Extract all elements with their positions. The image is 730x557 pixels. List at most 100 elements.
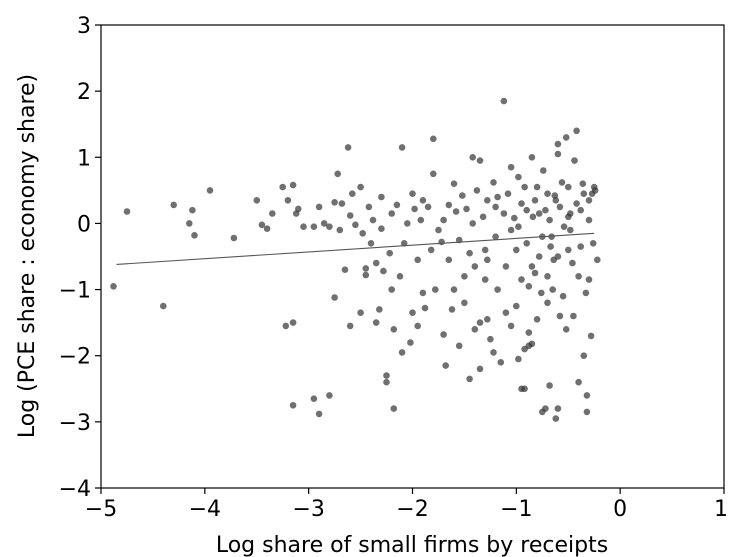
- data-point: [461, 299, 468, 307]
- data-point: [540, 167, 547, 174]
- data-point: [476, 319, 484, 326]
- data-point: [186, 220, 193, 227]
- data-point: [476, 365, 484, 373]
- data-point: [528, 263, 536, 270]
- data-point: [481, 276, 489, 283]
- data-point: [357, 183, 364, 191]
- data-point: [547, 243, 554, 250]
- data-point: [334, 170, 342, 178]
- data-point: [289, 181, 297, 189]
- data-point: [230, 234, 238, 242]
- y-tick-label: −2: [59, 345, 91, 370]
- data-point: [388, 286, 396, 293]
- data-point: [432, 286, 439, 293]
- data-point: [455, 342, 463, 350]
- plot-area: [100, 24, 725, 489]
- fit-line: [116, 232, 595, 265]
- x-tick-label: −5: [85, 497, 117, 522]
- data-point: [497, 359, 505, 366]
- data-point: [577, 206, 584, 214]
- x-axis: −5 −4 −3 −2 −1 0 1: [85, 488, 728, 522]
- data-point: [365, 203, 373, 211]
- data-point: [369, 216, 377, 224]
- y-axis-label: Log (PCE share : economy share): [15, 74, 40, 438]
- data-point: [445, 256, 453, 264]
- data-point: [393, 201, 401, 209]
- data-point: [502, 263, 510, 270]
- data-point: [390, 405, 398, 412]
- data-point: [575, 378, 582, 386]
- data-point: [471, 326, 479, 333]
- data-point: [442, 362, 450, 369]
- data-point: [585, 216, 593, 224]
- data-point: [383, 372, 390, 379]
- data-point: [398, 144, 406, 151]
- data-point: [502, 309, 510, 317]
- data-point: [562, 326, 570, 333]
- data-point: [362, 271, 370, 279]
- data-point: [338, 200, 346, 207]
- data-point: [295, 205, 302, 213]
- data-point: [556, 312, 564, 320]
- data-point: [258, 221, 266, 229]
- data-point: [544, 299, 551, 307]
- data-point: [191, 232, 198, 239]
- data-point: [421, 304, 429, 312]
- data-point: [388, 210, 396, 217]
- data-point: [521, 385, 528, 393]
- data-point: [336, 226, 344, 234]
- data-point: [507, 226, 515, 234]
- data-point: [404, 220, 411, 227]
- data-point: [484, 316, 491, 323]
- data-point: [535, 210, 543, 217]
- data-point: [409, 309, 416, 317]
- data-point: [548, 233, 555, 240]
- data-point: [376, 306, 383, 313]
- data-point: [430, 170, 437, 178]
- data-point: [414, 256, 422, 264]
- data-point: [528, 340, 536, 348]
- data-point: [504, 190, 512, 197]
- data-point: [569, 259, 576, 267]
- data-point: [170, 201, 177, 209]
- data-point: [580, 190, 588, 197]
- data-point: [511, 214, 518, 222]
- data-point: [310, 395, 318, 403]
- data-point: [346, 322, 354, 330]
- data-point: [282, 322, 290, 330]
- data-point: [573, 127, 580, 135]
- x-axis-label: Log share of small firms by receipts: [216, 533, 608, 557]
- data-point: [378, 225, 385, 232]
- x-tick-label: −2: [396, 497, 428, 522]
- data-point: [544, 190, 551, 197]
- data-point: [529, 213, 537, 221]
- points-layer: [110, 97, 601, 422]
- data-point: [414, 322, 422, 330]
- data-point: [565, 213, 572, 221]
- x-tick-label: −3: [292, 497, 324, 522]
- data-point: [523, 206, 530, 214]
- data-point: [289, 319, 297, 326]
- data-point: [300, 223, 307, 230]
- data-point: [484, 256, 491, 264]
- data-point: [435, 226, 442, 234]
- data-point: [570, 312, 577, 320]
- data-point: [549, 286, 556, 293]
- data-point: [419, 289, 427, 297]
- data-point: [583, 408, 591, 416]
- data-point: [284, 197, 292, 204]
- data-point: [372, 259, 380, 267]
- data-point: [552, 415, 560, 422]
- data-point: [531, 197, 539, 204]
- data-point: [533, 183, 541, 191]
- data-point: [378, 193, 385, 201]
- data-point: [577, 243, 584, 250]
- data-point: [346, 212, 354, 219]
- data-point: [484, 197, 491, 204]
- x-tick-label: −4: [189, 497, 221, 522]
- data-point: [518, 200, 525, 207]
- data-point: [331, 199, 338, 206]
- data-point: [542, 405, 549, 412]
- data-point: [479, 213, 487, 221]
- data-point: [582, 289, 590, 297]
